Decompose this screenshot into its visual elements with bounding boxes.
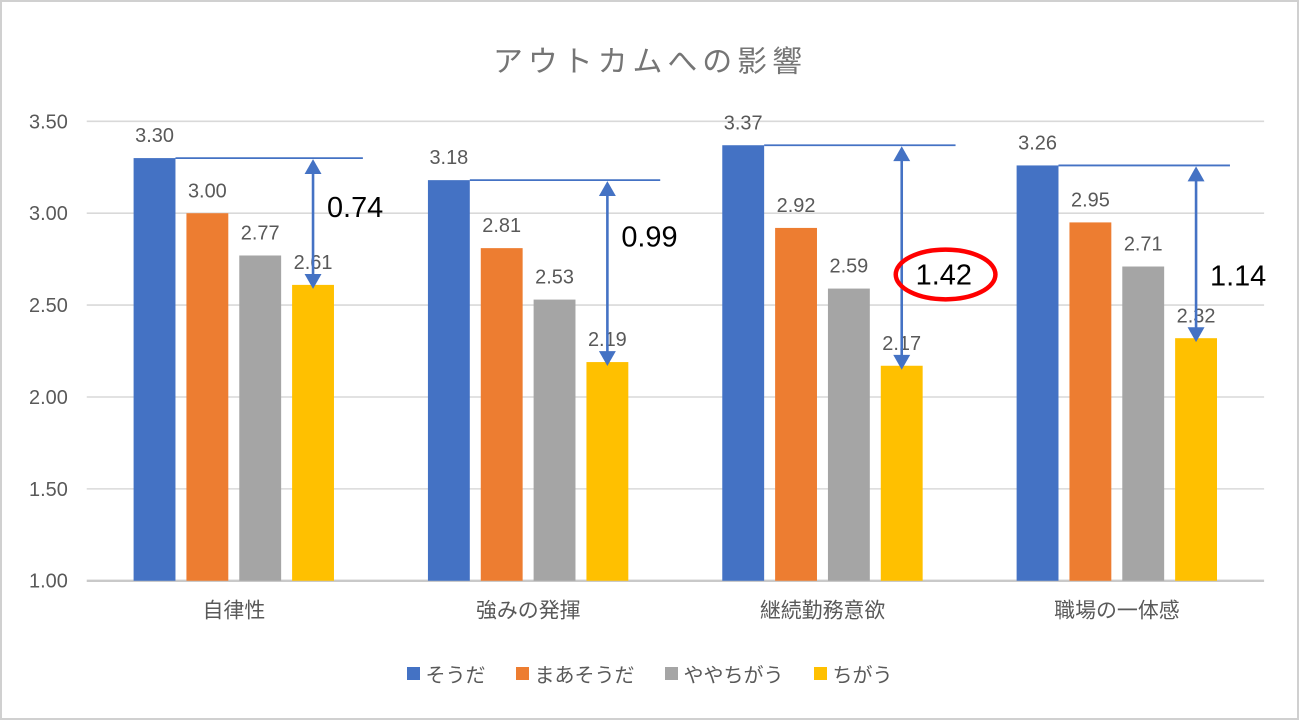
bar	[186, 213, 229, 581]
legend-marker-icon	[664, 666, 678, 680]
legend-item: まあそうだ	[515, 659, 635, 688]
legend-marker-icon	[515, 666, 529, 680]
legend-label: そうだ	[425, 664, 486, 687]
y-tick-label: 3.00	[29, 203, 68, 225]
bar	[775, 227, 817, 581]
value-label: 3.26	[1018, 133, 1057, 155]
chart-title: アウトカムへの影響	[493, 46, 807, 79]
diff-arrow-head-up-icon	[1187, 166, 1205, 182]
bar	[722, 145, 765, 581]
legend-marker-icon	[406, 666, 420, 680]
value-label: 2.81	[482, 215, 521, 237]
bar	[1016, 165, 1059, 581]
bar	[1069, 222, 1112, 581]
category-label: 職場の一体感	[1054, 600, 1180, 623]
diff-arrow-head-down-icon	[893, 354, 911, 370]
diff-arrow-head-up-icon	[304, 159, 322, 174]
bars-layer	[133, 145, 1217, 581]
bar	[480, 248, 523, 581]
annotations-layer: 0.74 0.99 1.42 1.14	[175, 144, 1266, 370]
diff-value-label: 0.99	[621, 222, 677, 254]
bar	[1122, 266, 1165, 581]
bar	[880, 365, 923, 581]
legend-label: ちがう	[832, 664, 893, 687]
diff-value-label: 0.74	[327, 192, 383, 224]
y-tick-label: 1.00	[29, 571, 68, 593]
legend-label: ややちがう	[683, 664, 784, 687]
category-label: 強みの発揮	[476, 600, 581, 623]
diff-arrow-head-down-icon	[598, 351, 616, 367]
value-label: 2.71	[1124, 234, 1163, 256]
bar	[827, 288, 870, 581]
value-label: 3.37	[724, 112, 763, 134]
y-tick-label: 2.00	[29, 387, 68, 409]
category-label: 継続勤務意欲	[760, 600, 886, 623]
bar	[533, 299, 576, 581]
y-tick-label: 2.50	[29, 295, 68, 317]
value-label: 2.92	[777, 195, 816, 217]
legend-label: まあそうだ	[534, 664, 635, 687]
value-label: 2.59	[829, 256, 868, 278]
value-label: 2.77	[241, 223, 280, 245]
bar	[133, 158, 176, 581]
bar	[1175, 338, 1217, 581]
diff-arrow-head-up-icon	[598, 181, 616, 197]
category-label: 自律性	[203, 600, 266, 623]
value-label: 3.30	[135, 125, 174, 147]
value-label: 3.00	[188, 180, 227, 202]
legend-item: そうだ	[406, 659, 486, 688]
diff-value-label: 1.14	[1210, 260, 1266, 292]
value-label: 3.18	[429, 147, 468, 169]
bar	[239, 255, 282, 581]
diff-arrow-head-down-icon	[1187, 327, 1205, 343]
gridlines-layer	[86, 120, 1265, 582]
chart-legend: そうだ まあそうだ ややちがう ちがう	[2, 658, 1297, 688]
bar	[427, 180, 470, 581]
value-label: 2.95	[1071, 190, 1110, 212]
bar	[292, 284, 334, 581]
diff-arrow-head-up-icon	[893, 146, 911, 162]
bar	[586, 362, 629, 581]
y-tick-label: 3.50	[29, 111, 68, 133]
legend-item: ちがう	[813, 659, 893, 688]
legend-item: ややちがう	[664, 659, 784, 688]
diff-value-label: 1.42	[916, 259, 972, 291]
y-tick-label: 1.50	[29, 479, 68, 501]
legend-marker-icon	[813, 666, 827, 680]
highlight-ellipse	[893, 247, 998, 302]
value-label: 2.53	[535, 267, 574, 289]
diff-arrow-head-down-icon	[304, 273, 322, 289]
